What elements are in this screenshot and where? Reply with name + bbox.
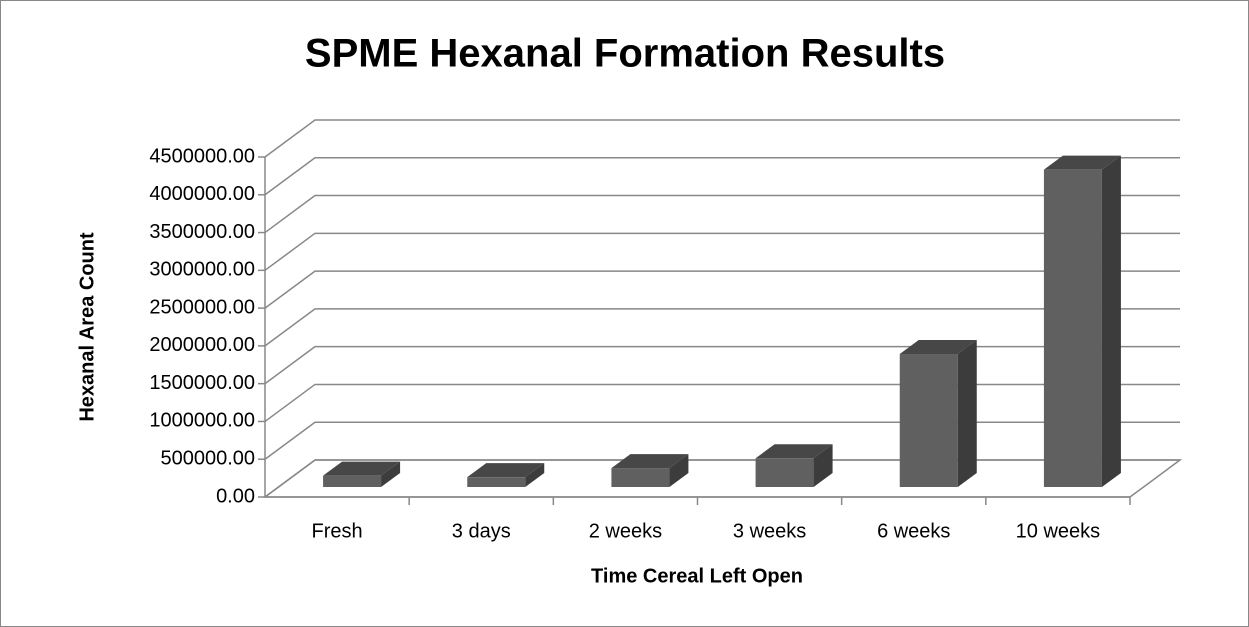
y-tick-label: 1000000.00 [149, 410, 255, 432]
bar-side [525, 463, 545, 487]
y-axis-title: Hexanal Area Count [76, 232, 98, 422]
bar-side [813, 444, 833, 487]
x-tick-label: 10 weeks [1016, 520, 1101, 542]
y-tick-label: 500000.00 [160, 448, 255, 470]
y-tick-label: 3500000.00 [149, 221, 255, 243]
y-tick-label: 3000000.00 [149, 259, 255, 281]
y-tick-label: 4000000.00 [149, 183, 255, 205]
grid-line [264, 119, 1180, 158]
bar [1043, 169, 1102, 487]
bar-side [669, 454, 689, 487]
bar-side [1101, 155, 1121, 487]
bar-top [1043, 155, 1121, 170]
bar-top [467, 463, 545, 478]
x-tick-label: 3 weeks [733, 520, 806, 542]
bar-side [957, 340, 977, 487]
grid-line [264, 232, 1180, 271]
y-tick-label: 2000000.00 [149, 334, 255, 356]
grid-line [264, 157, 1180, 196]
grid-line [264, 421, 1180, 460]
grid-line [264, 308, 1180, 347]
bar-top [323, 461, 401, 476]
bar-top [755, 444, 833, 459]
x-axis-title: Time Cereal Left Open [591, 565, 803, 587]
bar [899, 354, 958, 487]
x-tick-label: 3 days [452, 520, 511, 542]
bar-top [611, 454, 689, 469]
bar [323, 475, 382, 487]
bar [611, 468, 670, 487]
grid-line [264, 459, 1180, 498]
y-tick-label: 0.00 [216, 485, 255, 507]
grid-line [264, 383, 1180, 423]
x-tick-label: 6 weeks [877, 520, 950, 542]
y-tick-label: 2500000.00 [149, 296, 255, 318]
chart-title: SPME Hexanal Formation Results [305, 32, 945, 76]
bar-top [899, 340, 977, 355]
bar [755, 458, 814, 487]
bar [467, 477, 526, 487]
bar-side [381, 461, 401, 487]
x-tick-label: Fresh [312, 520, 363, 542]
y-tick-label: 1500000.00 [149, 372, 255, 394]
grid-line [264, 270, 1180, 309]
y-tick-label: 4500000.00 [149, 145, 255, 167]
x-tick-label: 2 weeks [589, 520, 662, 542]
grid-line [264, 345, 1180, 385]
grid-line [264, 194, 1180, 234]
